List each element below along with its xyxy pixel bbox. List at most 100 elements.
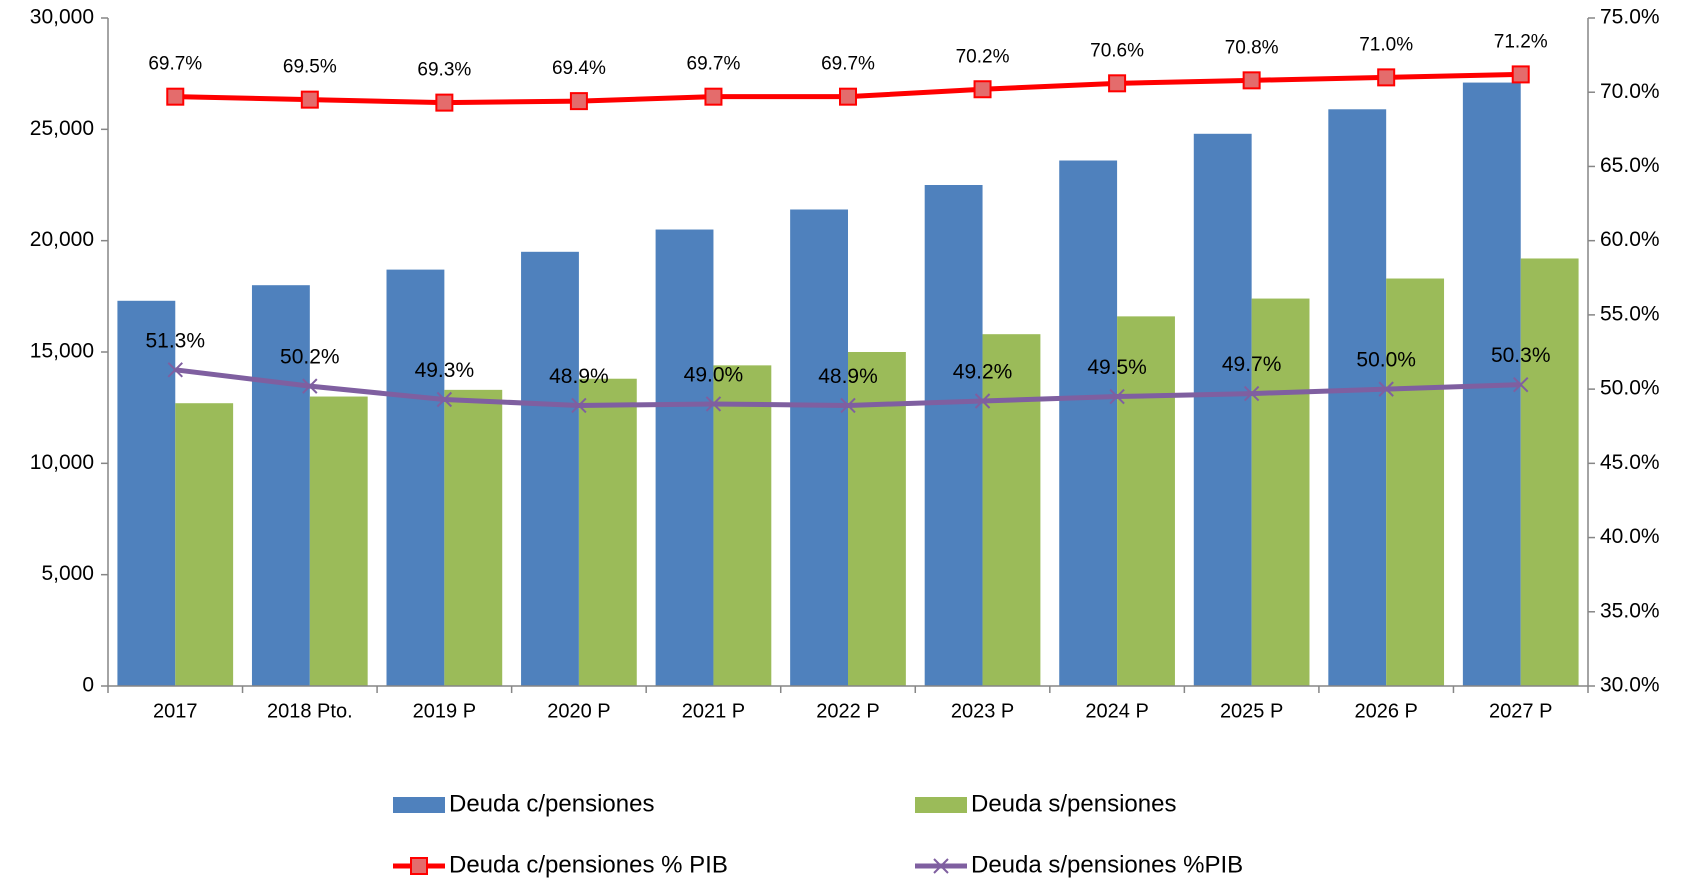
data-label: 48.9% bbox=[818, 365, 878, 388]
y-tick-label: 5,000 bbox=[41, 562, 94, 585]
y-tick-label: 10,000 bbox=[30, 451, 94, 474]
data-label: 69.3% bbox=[417, 60, 471, 81]
marker bbox=[840, 397, 856, 414]
bar bbox=[309, 396, 368, 686]
marker bbox=[1242, 71, 1261, 90]
bar bbox=[713, 365, 772, 686]
data-label: 70.2% bbox=[956, 46, 1010, 67]
x-tick-label: 2021 P bbox=[682, 700, 745, 722]
marker bbox=[705, 396, 722, 412]
bar bbox=[1059, 160, 1118, 687]
data-label: 48.9% bbox=[549, 365, 609, 388]
data-label: 70.6% bbox=[1090, 40, 1144, 61]
data-label: 69.7% bbox=[148, 54, 202, 75]
data-label: 49.3% bbox=[415, 359, 475, 382]
marker bbox=[1108, 74, 1127, 93]
marker bbox=[839, 87, 857, 106]
data-label: 49.0% bbox=[684, 364, 744, 387]
y2-tick-label: 50.0% bbox=[1600, 377, 1660, 400]
legend-swatch bbox=[393, 797, 445, 813]
bar bbox=[1193, 133, 1252, 686]
data-label: 50.3% bbox=[1491, 344, 1551, 367]
y2-tick-label: 70.0% bbox=[1600, 80, 1660, 103]
y2-tick-label: 35.0% bbox=[1600, 599, 1660, 622]
data-label: 69.7% bbox=[687, 54, 741, 75]
y-tick-label: 15,000 bbox=[30, 340, 94, 363]
marker bbox=[1511, 65, 1530, 84]
y-tick-label: 20,000 bbox=[30, 228, 94, 251]
y-tick-label: 25,000 bbox=[30, 117, 94, 140]
legend-swatch bbox=[915, 797, 967, 813]
x-tick-label: 2027 P bbox=[1489, 700, 1552, 722]
marker bbox=[1109, 388, 1125, 405]
marker bbox=[300, 90, 319, 109]
data-label: 69.4% bbox=[552, 58, 606, 79]
x-tick-label: 2017 bbox=[153, 700, 198, 722]
legend-label: Deuda s/pensiones bbox=[971, 790, 1176, 817]
data-label: 49.7% bbox=[1222, 353, 1282, 376]
y2-tick-label: 40.0% bbox=[1600, 525, 1660, 548]
data-label: 70.8% bbox=[1225, 37, 1279, 58]
bar bbox=[1386, 278, 1445, 686]
legend-label: Deuda c/pensiones bbox=[449, 790, 654, 817]
y2-tick-label: 75.0% bbox=[1600, 6, 1660, 29]
bar bbox=[1328, 109, 1387, 686]
marker bbox=[1378, 381, 1394, 397]
x-tick-label: 2018 Pto. bbox=[267, 700, 353, 722]
data-label: 49.2% bbox=[953, 361, 1013, 384]
y-tick-label: 0 bbox=[82, 674, 94, 697]
bar bbox=[578, 378, 637, 686]
marker bbox=[704, 87, 723, 106]
marker bbox=[435, 93, 454, 112]
marker bbox=[1513, 376, 1529, 393]
bar bbox=[1251, 298, 1310, 686]
data-label: 69.7% bbox=[821, 54, 875, 75]
x-tick-label: 2019 P bbox=[413, 700, 476, 722]
x-tick-label: 2020 P bbox=[547, 700, 610, 722]
marker bbox=[1243, 385, 1260, 402]
y2-tick-label: 65.0% bbox=[1600, 154, 1660, 177]
x-tick-label: 2023 P bbox=[951, 700, 1014, 722]
bar bbox=[1520, 258, 1579, 686]
x-tick-label: 2022 P bbox=[816, 700, 879, 722]
marker bbox=[974, 393, 991, 409]
y2-tick-label: 45.0% bbox=[1600, 451, 1660, 474]
marker bbox=[167, 362, 183, 378]
bar bbox=[386, 269, 445, 686]
x-tick-label: 2025 P bbox=[1220, 700, 1283, 722]
bar bbox=[251, 285, 310, 686]
legend-marker bbox=[933, 858, 949, 874]
marker bbox=[166, 87, 185, 106]
data-label: 71.0% bbox=[1359, 34, 1413, 55]
bar bbox=[924, 185, 983, 686]
bar bbox=[982, 334, 1041, 686]
data-label: 71.2% bbox=[1494, 31, 1548, 52]
marker bbox=[569, 92, 588, 111]
data-label: 49.5% bbox=[1087, 356, 1147, 379]
bar bbox=[848, 352, 906, 686]
y2-tick-label: 60.0% bbox=[1600, 228, 1660, 251]
marker bbox=[1377, 68, 1396, 87]
bar bbox=[117, 300, 176, 686]
data-label: 69.5% bbox=[283, 57, 337, 78]
legend-label: Deuda s/pensiones %PIB bbox=[971, 851, 1243, 878]
marker bbox=[973, 80, 992, 99]
data-label: 51.3% bbox=[145, 329, 205, 352]
y2-tick-label: 30.0% bbox=[1600, 674, 1660, 697]
bar bbox=[521, 251, 579, 687]
marker bbox=[571, 397, 587, 414]
legend-marker bbox=[410, 857, 428, 875]
marker bbox=[302, 378, 318, 394]
x-tick-label: 2024 P bbox=[1085, 700, 1148, 722]
bar bbox=[444, 389, 503, 686]
x-tick-label: 2026 P bbox=[1354, 700, 1417, 722]
y2-tick-label: 55.0% bbox=[1600, 302, 1660, 325]
bar bbox=[1117, 316, 1175, 686]
bar bbox=[790, 209, 848, 686]
bar bbox=[175, 403, 234, 686]
marker bbox=[436, 391, 453, 408]
y-tick-label: 30,000 bbox=[30, 6, 94, 29]
data-label: 50.0% bbox=[1356, 349, 1416, 372]
legend-label: Deuda c/pensiones % PIB bbox=[449, 851, 728, 878]
